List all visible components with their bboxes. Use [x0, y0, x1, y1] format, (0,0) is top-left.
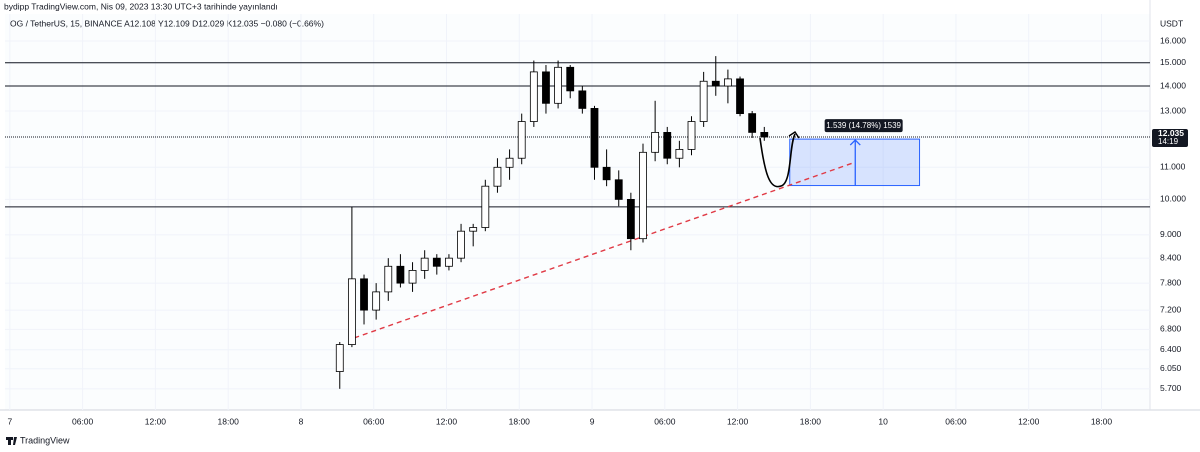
candle-body	[420, 257, 429, 271]
brand: TradingView	[6, 435, 70, 445]
x-tick-label: 06:00	[945, 416, 967, 426]
countdown-label: 14:19	[1158, 137, 1179, 146]
x-tick-label: 9	[590, 416, 595, 426]
candle-body	[469, 227, 478, 232]
y-tick-label: 8.400	[1160, 252, 1182, 262]
currency: USDT	[1160, 18, 1183, 28]
brand-logo	[6, 437, 17, 445]
y-tick-label: 15.000	[1160, 57, 1186, 67]
plot-area	[5, 14, 1150, 410]
candle-body	[554, 66, 562, 104]
candle-body	[566, 66, 575, 92]
candle-body	[347, 278, 356, 345]
x-tick-label: 18:00	[509, 416, 531, 426]
candle-body	[651, 132, 660, 153]
publisher: bydipp TradingView.com, Nis 09, 2023 13:…	[4, 1, 278, 11]
candle-body	[687, 121, 696, 150]
y-tick-label: 9.000	[1160, 229, 1182, 239]
trendline	[354, 161, 856, 339]
candle-body	[396, 265, 405, 284]
candle-body	[505, 157, 514, 168]
projection-arrowhead	[788, 131, 800, 139]
y-tick-label: 11.000	[1160, 162, 1186, 172]
candle-body	[699, 80, 708, 122]
candle-body	[724, 78, 732, 87]
candle-body	[542, 71, 550, 104]
candle-body	[578, 90, 587, 109]
x-tick-label: 18:00	[218, 416, 240, 426]
x-tick-label: 12:00	[145, 416, 167, 426]
candle-body	[360, 278, 368, 311]
x-tick-label: 12:00	[1018, 416, 1040, 426]
y-tick-label: 6.800	[1160, 324, 1182, 334]
x-tick-label: 06:00	[363, 416, 385, 426]
candle-body	[639, 151, 647, 240]
x-tick-label: 18:00	[1091, 416, 1113, 426]
candle-body	[760, 132, 769, 138]
candle-body	[445, 257, 453, 267]
brand-name: TradingView	[20, 435, 70, 445]
candle-body	[408, 270, 417, 284]
x-tick-label: 18:00	[800, 416, 822, 426]
candle-body	[675, 148, 684, 159]
grid	[5, 14, 1150, 410]
projection-curve	[759, 133, 796, 188]
x-tick-label: 10	[878, 416, 888, 426]
candle-body	[457, 230, 465, 259]
x-tick-label: 12:00	[436, 416, 458, 426]
position-label: 1.539 (14.78%) 1539	[826, 121, 901, 130]
x-tick-label: 06:00	[72, 416, 94, 426]
x-tick-label: 06:00	[654, 416, 676, 426]
candle-body	[748, 113, 757, 133]
candle-body	[517, 121, 526, 159]
y-tick-label: 13.000	[1160, 105, 1186, 115]
x-tick-label: 7	[7, 416, 12, 426]
position-label-box	[824, 119, 903, 133]
candle-body	[529, 71, 538, 122]
x-tick-label: 8	[299, 416, 304, 426]
candle-body	[626, 199, 635, 240]
candle-body	[736, 78, 744, 115]
candle-body	[663, 132, 672, 159]
y-tick-label: 14.000	[1160, 80, 1186, 90]
y-tick-label: 6.400	[1160, 344, 1182, 354]
y-tick-label: 5.700	[1160, 383, 1182, 393]
candle-body	[481, 185, 490, 228]
candle-body	[590, 108, 599, 168]
x-tick-label: 12:00	[727, 416, 749, 426]
y-tick-label: 10.000	[1160, 194, 1186, 204]
last-price-badge	[1152, 128, 1188, 147]
y-tick-label: 7.200	[1160, 304, 1182, 314]
candle-body	[614, 179, 623, 200]
y-tick-label: 6.050	[1160, 363, 1182, 373]
candle-body	[372, 291, 381, 311]
last-price-label: 12.035	[1158, 128, 1184, 138]
layers: 1.539 (14.78%) 1539	[5, 56, 1150, 389]
y-tick-label: 7.800	[1160, 277, 1182, 287]
candle-body	[432, 257, 441, 267]
candle-body	[384, 265, 393, 293]
candle-body	[711, 80, 720, 87]
candle-body	[335, 344, 344, 372]
position-arrowhead	[849, 139, 861, 146]
y-tick-label: 16.000	[1160, 35, 1186, 45]
candle-body	[493, 166, 502, 187]
candle-body	[602, 166, 611, 181]
symbol-line: OG / TetherUS, 15, BINANCE A12.108 Y12.1…	[10, 18, 324, 28]
